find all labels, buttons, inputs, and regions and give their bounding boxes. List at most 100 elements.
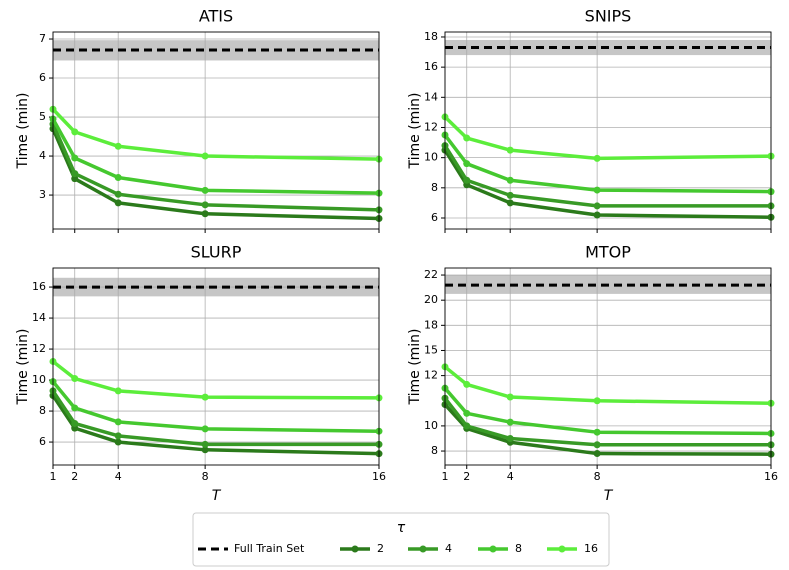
x-tick-label: 4 <box>507 470 514 483</box>
y-axis-label: Time (min) <box>15 92 31 169</box>
y-axis-label: Time (min) <box>407 92 423 169</box>
series-marker <box>71 175 79 183</box>
series-line <box>443 133 772 194</box>
series-marker <box>114 432 122 440</box>
series-marker <box>593 397 601 405</box>
subplot-title: ATIS <box>199 7 233 26</box>
series-marker <box>463 134 471 142</box>
y-tick-label: 6 <box>431 211 438 224</box>
series-marker <box>114 438 122 446</box>
x-tick-label: 8 <box>202 470 209 483</box>
y-tick-label: 5 <box>39 110 46 123</box>
series-marker <box>201 186 209 194</box>
series-marker <box>593 441 601 449</box>
subplot-title: MTOP <box>585 243 631 262</box>
legend-swatch-marker <box>351 545 359 553</box>
series-marker <box>201 393 209 401</box>
subplot-title: SLURP <box>191 243 242 262</box>
series-marker <box>114 190 122 198</box>
plot-frame <box>52 267 380 466</box>
series-marker <box>593 202 601 210</box>
series-marker <box>593 211 601 219</box>
series-marker <box>506 418 514 426</box>
y-tick-label: 15 <box>424 343 438 356</box>
series-marker <box>201 446 209 454</box>
series-marker <box>593 186 601 194</box>
y-tick-label: 3 <box>39 188 46 201</box>
legend-label: Full Train Set <box>234 542 305 555</box>
y-axis-label: Time (min) <box>15 328 31 405</box>
legend-label: 16 <box>584 542 598 555</box>
series-marker <box>506 191 514 199</box>
x-axis-label: T <box>212 488 222 504</box>
series-marker <box>201 425 209 433</box>
series-marker <box>463 409 471 417</box>
x-tick-label: 4 <box>115 470 122 483</box>
series-marker <box>593 154 601 162</box>
legend: τ Full Train Set 2 4 8 16 <box>192 512 610 567</box>
legend-label: 2 <box>377 542 384 555</box>
series-marker <box>71 128 79 136</box>
y-tick-label: 10 <box>424 419 438 432</box>
y-tick-label: 4 <box>39 149 46 162</box>
y-tick-label: 10 <box>32 373 46 386</box>
series-line <box>443 115 772 161</box>
y-tick-label: 16 <box>32 280 46 293</box>
y-tick-label: 18 <box>424 318 438 331</box>
y-tick-label: 8 <box>39 404 46 417</box>
y-tick-label: 20 <box>424 293 438 306</box>
series-line <box>443 387 772 436</box>
series-marker <box>506 434 514 442</box>
legend-label: 4 <box>445 542 452 555</box>
subplot: SNIPS Time (min) 6 8 10 12 14 16 18 <box>407 7 775 233</box>
x-axis-label: T <box>604 488 614 504</box>
legend-swatch-marker <box>489 545 497 553</box>
legend-swatch-marker <box>558 545 566 553</box>
y-tick-label: 10 <box>424 151 438 164</box>
series-marker <box>114 199 122 207</box>
y-tick-label: 12 <box>424 369 438 382</box>
y-axis-label: Time (min) <box>407 328 423 405</box>
plot-frame <box>444 267 772 466</box>
series-marker <box>71 375 79 383</box>
plot-frame <box>444 31 772 230</box>
y-tick-label: 6 <box>39 435 46 448</box>
series-marker <box>71 404 79 412</box>
y-tick-label: 16 <box>424 60 438 73</box>
series-marker <box>114 418 122 426</box>
series-marker <box>114 174 122 182</box>
series-marker <box>593 450 601 458</box>
y-tick-label: 12 <box>32 342 46 355</box>
series-marker <box>463 176 471 184</box>
y-tick-label: 8 <box>431 444 438 457</box>
series-marker <box>506 146 514 154</box>
x-tick-label: 2 <box>463 470 470 483</box>
y-tick-label: 14 <box>32 311 46 324</box>
series-marker <box>506 199 514 207</box>
series-marker <box>506 176 514 184</box>
y-tick-label: 8 <box>431 181 438 194</box>
series-marker <box>71 419 79 427</box>
series-marker <box>463 380 471 388</box>
x-tick-label: 16 <box>372 470 386 483</box>
y-tick-label: 7 <box>39 32 46 45</box>
y-tick-label: 12 <box>424 120 438 133</box>
series-marker <box>593 428 601 436</box>
y-tick-label: 22 <box>424 268 438 281</box>
x-tick-label: 2 <box>71 470 78 483</box>
series-line <box>443 365 772 406</box>
series-marker <box>114 142 122 150</box>
x-tick-label: 1 <box>50 470 57 483</box>
series-marker <box>201 440 209 448</box>
series-line <box>51 380 380 433</box>
series-line <box>51 123 380 212</box>
x-tick-label: 1 <box>442 470 449 483</box>
series-marker <box>71 170 79 178</box>
series-marker <box>201 152 209 160</box>
series-line <box>443 403 772 456</box>
y-tick-label: 6 <box>39 71 46 84</box>
x-tick-label: 16 <box>764 470 778 483</box>
legend-swatch-marker <box>419 545 427 553</box>
